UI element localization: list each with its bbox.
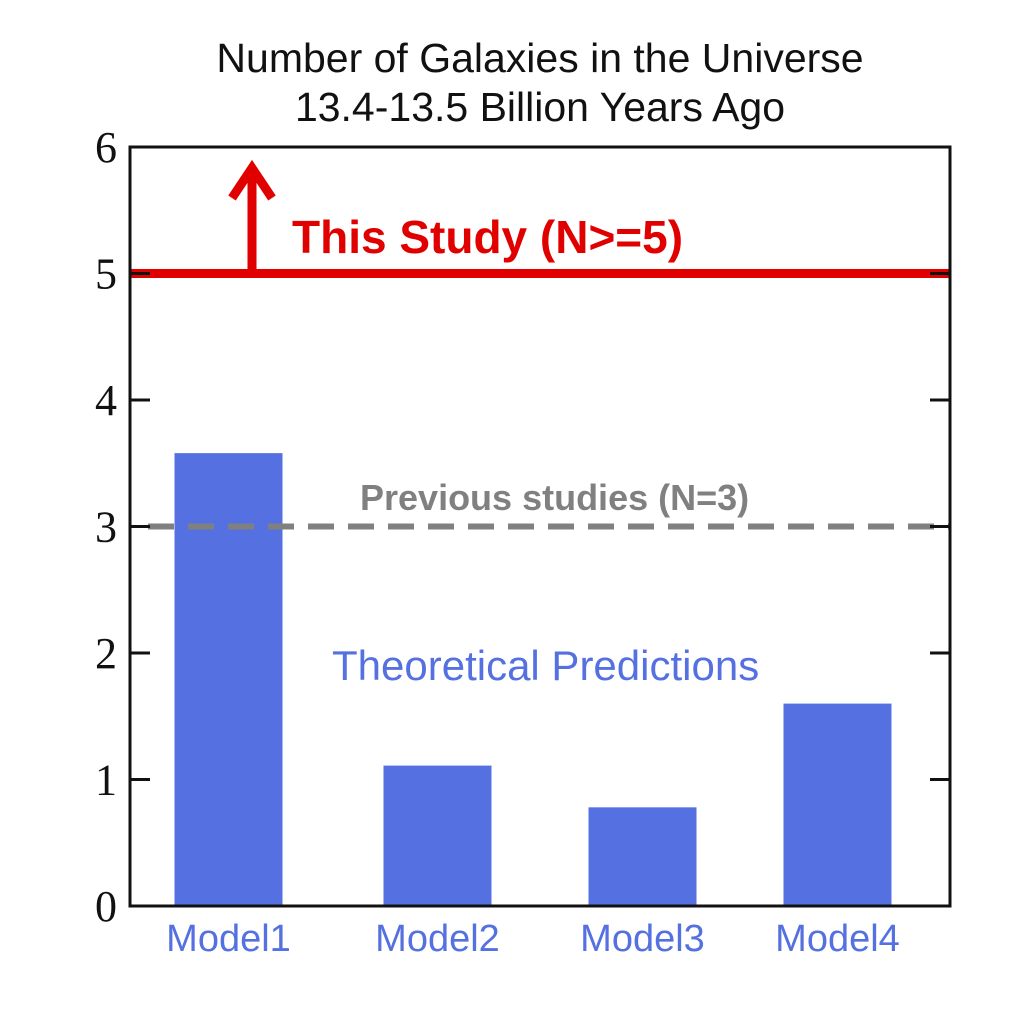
y-tick-label-6: 6 [95,123,117,172]
reference-lines-layer [130,269,950,530]
y-tick-label-3: 3 [95,503,117,552]
y-tick-label-0: 0 [95,882,117,931]
annotations-layer: This Study (N>=5) Previous studies (N=3) T… [228,159,759,689]
y-tick-label-1: 1 [95,756,117,805]
bar-model1 [174,453,283,906]
x-tick-label-model2: Model2 [375,918,500,960]
bar-model2 [383,765,492,906]
bar-model3 [588,807,697,906]
x-tick-label-model4: Model4 [775,918,900,960]
chart-title-line1: Number of Galaxies in the Universe [216,35,863,81]
previous-studies-label: Previous studies (N=3) [360,477,749,518]
y-tick-label-4: 4 [95,376,117,425]
ticks-layer: 0 1 2 3 4 5 6 [95,123,950,931]
this-study-label: This Study (N>=5) [292,211,683,263]
x-tick-label-model3: Model3 [580,918,705,960]
labels-layer: Model1 Model2 Model3 Model4 [166,918,900,960]
bar-model4 [783,703,892,906]
y-tick-label-5: 5 [95,250,117,299]
chart-title-line2: 13.4-13.5 Billion Years Ago [295,84,785,130]
x-tick-label-model1: Model1 [166,918,291,960]
theoretical-predictions-label: Theoretical Predictions [332,642,759,689]
up-arrow-icon [228,159,276,201]
y-tick-label-2: 2 [95,629,117,678]
